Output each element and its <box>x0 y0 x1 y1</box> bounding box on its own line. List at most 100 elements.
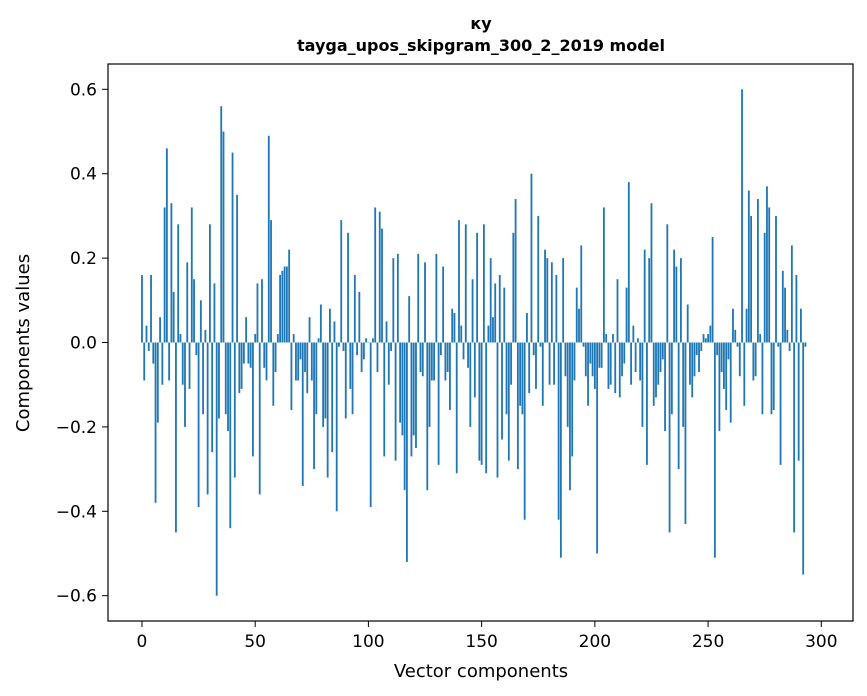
bar <box>723 342 725 389</box>
bar <box>331 342 334 453</box>
bar <box>630 342 632 385</box>
bar <box>154 342 157 503</box>
bar <box>716 342 719 356</box>
bar <box>564 342 567 377</box>
bar <box>600 342 603 368</box>
x-tick-label: 150 <box>465 632 497 652</box>
bar <box>514 199 517 343</box>
bar <box>566 342 569 427</box>
y-tick-label: 0.4 <box>70 165 97 185</box>
bar <box>335 342 338 512</box>
bar <box>227 342 229 432</box>
bar <box>387 342 390 385</box>
bar <box>460 325 463 343</box>
bar <box>256 283 259 343</box>
bar <box>720 342 723 373</box>
bar <box>306 342 309 394</box>
bar <box>213 283 216 343</box>
bar <box>605 334 608 343</box>
bar <box>790 245 793 343</box>
bar <box>772 342 775 411</box>
bar <box>394 342 397 461</box>
bar <box>143 342 146 381</box>
bar <box>736 342 739 347</box>
bar <box>800 308 802 343</box>
bar <box>634 342 637 373</box>
bar <box>510 342 512 385</box>
bar <box>247 342 250 364</box>
bar <box>555 274 558 343</box>
bar <box>419 342 422 373</box>
bar <box>390 342 392 351</box>
bar <box>342 342 345 351</box>
x-tick-label: 300 <box>805 632 837 652</box>
bar <box>648 258 651 343</box>
bar <box>747 190 750 343</box>
bar <box>795 274 798 343</box>
bar <box>276 334 279 343</box>
bar <box>270 220 272 343</box>
bar <box>779 342 782 465</box>
bar <box>365 338 368 343</box>
bar <box>646 342 648 465</box>
bar <box>415 342 417 448</box>
bar <box>664 342 666 432</box>
bar <box>288 249 291 343</box>
bar <box>707 334 709 343</box>
bar <box>406 342 408 562</box>
bar <box>569 342 571 491</box>
bar <box>376 342 379 373</box>
bar <box>399 342 402 423</box>
bar <box>229 342 232 529</box>
bar <box>297 342 300 381</box>
bar <box>199 300 202 343</box>
bar <box>197 342 200 508</box>
bar <box>677 342 680 470</box>
bar <box>392 258 395 343</box>
x-axis-label: Vector components <box>394 661 568 682</box>
bar <box>195 342 198 356</box>
bar <box>449 342 451 411</box>
y-tick-label: −0.4 <box>56 502 97 522</box>
bar <box>526 312 528 343</box>
bar <box>557 342 560 520</box>
bar <box>718 342 721 432</box>
bar <box>170 203 173 343</box>
bar <box>625 287 628 343</box>
bar <box>632 325 635 343</box>
bar <box>417 253 420 343</box>
bar <box>310 342 313 381</box>
bar <box>786 329 789 343</box>
bar <box>512 232 515 343</box>
bar <box>535 342 537 389</box>
bar <box>609 342 612 385</box>
bar <box>503 287 506 343</box>
bar <box>349 342 352 389</box>
bar <box>231 152 234 343</box>
bar <box>285 266 288 343</box>
bar <box>591 342 594 377</box>
bar <box>453 312 456 343</box>
bar <box>528 342 531 394</box>
bar <box>410 342 413 457</box>
bar <box>236 194 238 343</box>
bar <box>299 342 302 360</box>
y-axis-label: Components values <box>13 254 34 432</box>
bar <box>695 342 698 356</box>
y-axis-ticks: −0.6 −0.4 −0.2 0.0 0.2 0.4 0.6 <box>56 80 108 607</box>
bar <box>469 342 472 427</box>
bar <box>240 342 243 389</box>
bar <box>184 342 186 427</box>
bar <box>489 258 492 343</box>
bar <box>553 342 555 385</box>
bar <box>546 258 549 343</box>
bar <box>729 342 732 423</box>
bar <box>775 215 777 343</box>
y-tick-label: 0.2 <box>70 249 97 269</box>
bar <box>283 266 286 343</box>
bar <box>435 253 438 343</box>
bar <box>539 342 542 347</box>
bar <box>190 207 193 343</box>
bar <box>295 342 297 381</box>
bar <box>412 342 415 436</box>
